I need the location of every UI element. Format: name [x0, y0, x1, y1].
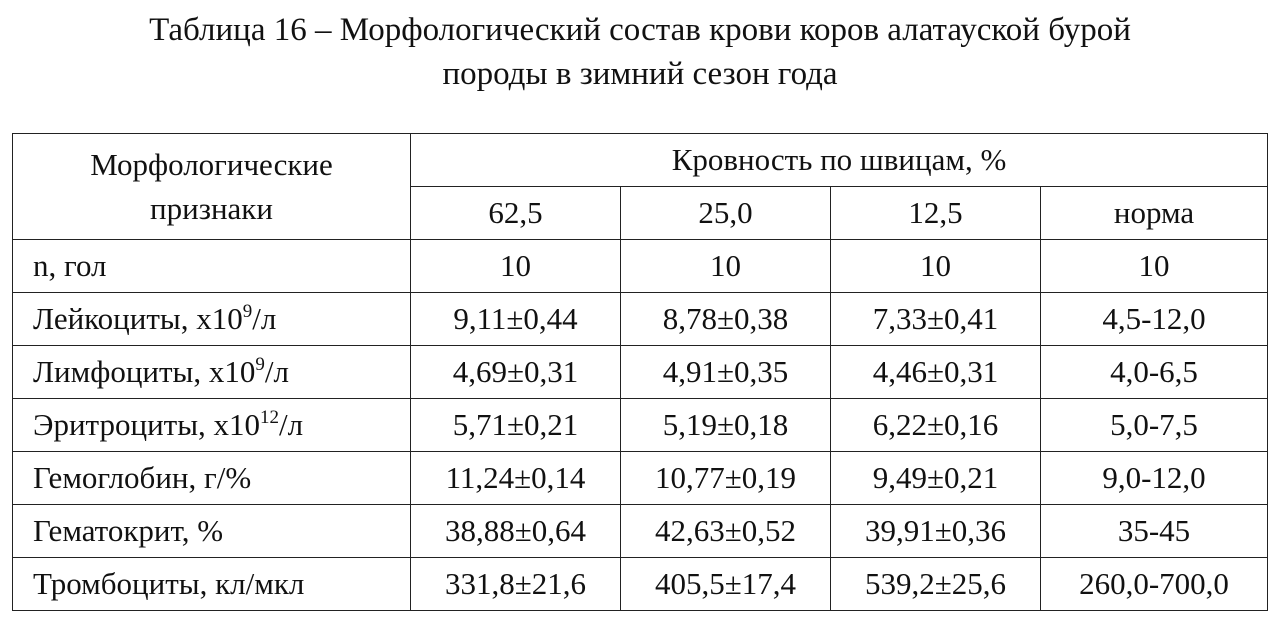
header-cell-group: Кровность по швицам, %: [409, 133, 1269, 187]
table-row: Гематокрит, % 38,88±0,64 42,63±0,52 39,91±0…: [12, 504, 1269, 558]
row-label: Гематокрит, %: [33, 513, 224, 548]
table-cell: 11,24±0,14: [410, 451, 621, 505]
table-cell: 9,49±0,21: [830, 451, 1041, 505]
table-cell: 7,33±0,41: [830, 292, 1041, 346]
table-cell: 6,22±0,16: [830, 398, 1041, 452]
table-cell: 4,91±0,35: [620, 345, 831, 399]
table-cell: 4,46±0,31: [830, 345, 1041, 399]
table-cell: 35-45: [1039, 504, 1269, 558]
table-cell: 10,77±0,19: [620, 451, 831, 505]
row-label-unit: /л: [264, 354, 289, 389]
table-cell: 8,78±0,38: [620, 292, 831, 346]
blood-morphology-table: Морфологические признаки Кровность по шв…: [12, 133, 1269, 611]
table-row: Лейкоциты, х109/л 9,11±0,44 8,78±0,38 7,33±…: [12, 292, 1269, 346]
header-features-line-1: Морфологические: [90, 146, 333, 182]
row-label-cell: Лимфоциты, х109/л: [12, 345, 411, 399]
table-cell: 5,19±0,18: [620, 398, 831, 452]
table-cell: 539,2±25,6: [830, 557, 1041, 611]
row-label: Лейкоциты, х10: [33, 301, 243, 336]
table-cell: 9,0-12,0: [1039, 451, 1269, 505]
row-label: Лимфоциты, х10: [33, 354, 256, 389]
table-row: Тромбоциты, кл/мкл 331,8±21,6 405,5±17,4 53…: [12, 557, 1269, 611]
row-label-cell: Тромбоциты, кл/мкл: [12, 557, 411, 611]
table-cell: 405,5±17,4: [620, 557, 831, 611]
row-label: n, гол: [33, 248, 107, 283]
table-caption: Таблица 16 – Морфологический состав кров…: [0, 8, 1280, 96]
table-body: Морфологические признаки Кровность по шв…: [12, 133, 1269, 611]
table-cell: 10: [410, 239, 621, 293]
row-label: Гемоглобин, г/%: [33, 460, 252, 495]
table-cell: 10: [830, 239, 1041, 293]
header-cell-col-1: 62,5: [410, 186, 621, 240]
row-label-cell: Эритроциты, х1012/л: [12, 398, 411, 452]
table-cell: 260,0-700,0: [1039, 557, 1269, 611]
header-cell-col-2: 25,0: [620, 186, 831, 240]
table-row: n, гол 10 10 10 10: [12, 239, 1269, 293]
row-label: Тромбоциты, кл/мкл: [33, 566, 305, 601]
table-cell: 331,8±21,6: [410, 557, 621, 611]
caption-line-1: Таблица 16 – Морфологический состав кров…: [149, 12, 1131, 48]
header-cell-features: Морфологические признаки: [12, 133, 411, 240]
row-label-exponent: 9: [242, 301, 253, 322]
table-cell: 38,88±0,64: [410, 504, 621, 558]
row-label: Эритроциты, х10: [33, 407, 261, 442]
table-cell: 10: [1039, 239, 1269, 293]
table-cell: 4,69±0,31: [410, 345, 621, 399]
table-cell: 4,5-12,0: [1039, 292, 1269, 346]
row-label-unit: /л: [279, 407, 304, 442]
table-row: Лимфоциты, х109/л 4,69±0,31 4,91±0,35 4,46±…: [12, 345, 1269, 399]
row-label-cell: Гематокрит, %: [12, 504, 411, 558]
row-label-cell: Лейкоциты, х109/л: [12, 292, 411, 346]
row-label-cell: Гемоглобин, г/%: [12, 451, 411, 505]
table-cell: 39,91±0,36: [830, 504, 1041, 558]
table-cell: 5,0-7,5: [1039, 398, 1269, 452]
table-cell: 9,11±0,44: [410, 292, 621, 346]
table-cell: 5,71±0,21: [410, 398, 621, 452]
table-row: Эритроциты, х1012/л 5,71±0,21 5,19±0,18 6,2…: [12, 398, 1269, 452]
header-cell-col-4: норма: [1039, 186, 1269, 240]
table-cell: 10: [620, 239, 831, 293]
caption-line-2: породы в зимний сезон года: [442, 56, 838, 92]
row-label-exponent: 12: [260, 407, 280, 428]
row-label-unit: /л: [252, 301, 277, 336]
header-cell-col-3: 12,5: [830, 186, 1041, 240]
header-row-1: Морфологические признаки Кровность по шв…: [12, 133, 1269, 240]
table-cell: 4,0-6,5: [1039, 345, 1269, 399]
table-row: Гемоглобин, г/% 11,24±0,14 10,77±0,19 9,49±…: [12, 451, 1269, 505]
row-label-exponent: 9: [255, 354, 265, 375]
table-cell: 42,63±0,52: [620, 504, 831, 558]
row-label-cell: n, гол: [12, 239, 411, 293]
header-features-line-2: признаки: [150, 190, 273, 226]
